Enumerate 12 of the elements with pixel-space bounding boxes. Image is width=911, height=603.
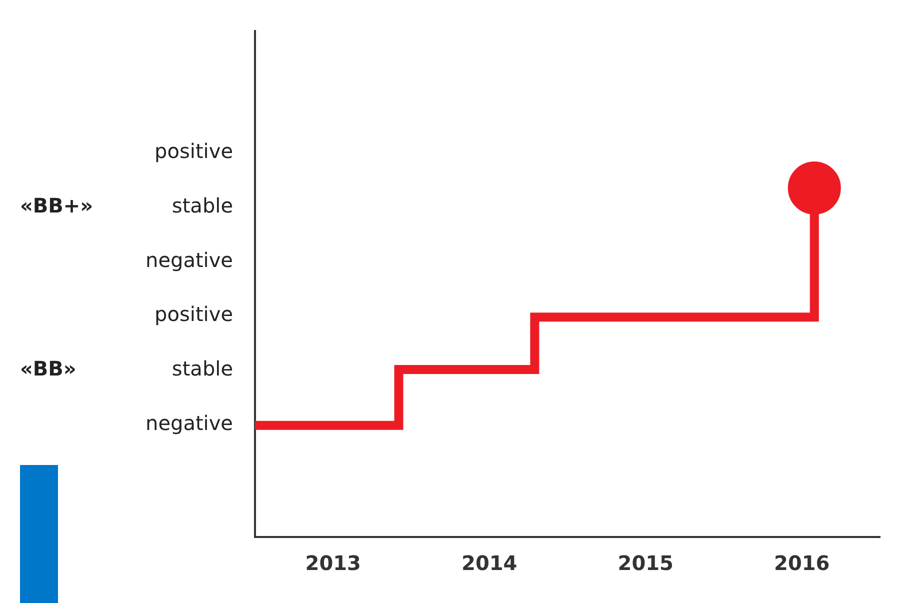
x-tick-label: 2016: [774, 551, 830, 576]
text: negative: [146, 248, 233, 272]
text: stable: [172, 356, 233, 380]
x-tick-label: 2015: [618, 551, 674, 576]
text: positive: [154, 139, 233, 164]
text: negative: [146, 410, 233, 435]
text: «BB»: [20, 356, 76, 380]
x-tick-label: 2013: [305, 551, 361, 576]
text: stable: [172, 194, 233, 218]
text: positive: [154, 302, 233, 326]
x-tick-label: 2014: [462, 551, 518, 576]
text: «BB+»: [20, 194, 94, 218]
